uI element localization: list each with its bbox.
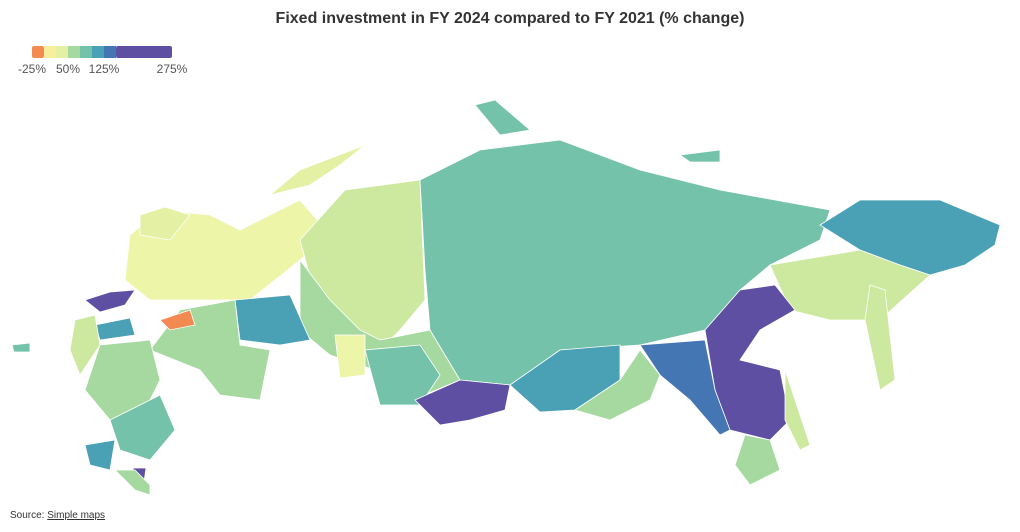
region [419, 139, 831, 386]
region [149, 299, 271, 401]
region [574, 349, 661, 421]
region [269, 144, 366, 196]
legend: -25% 50% 125% 275% [18, 46, 188, 76]
region [769, 249, 931, 321]
legend-tick-label: -25% [18, 62, 46, 76]
legend-swatch [80, 46, 92, 58]
legend-tick-label: 275% [157, 62, 188, 76]
region [11, 342, 31, 353]
region [784, 369, 811, 451]
region [334, 334, 366, 379]
legend-swatch [104, 46, 116, 58]
region [132, 467, 147, 483]
source: Source: Simple maps [10, 510, 105, 521]
legend-swatch [56, 46, 68, 58]
legend-swatch [92, 46, 104, 58]
region [474, 99, 531, 136]
region [94, 317, 136, 341]
region [639, 339, 731, 436]
legend-tick-label: 50% [56, 62, 80, 76]
region [819, 199, 1001, 276]
legend-tick-label: 125% [89, 62, 120, 76]
region [678, 149, 721, 163]
region [414, 379, 511, 426]
region [234, 294, 311, 346]
legend-swatch [32, 46, 44, 58]
legend-swatch [68, 46, 80, 58]
source-link[interactable]: Simple maps [47, 510, 106, 521]
title: Fixed investment in FY 2024 compared to … [275, 10, 745, 27]
region [109, 394, 176, 461]
legend-swatch [116, 46, 172, 58]
region [124, 199, 331, 301]
region [69, 314, 101, 376]
region [299, 258, 461, 406]
region [114, 469, 151, 496]
legend-swatch [44, 46, 56, 58]
region [704, 284, 796, 441]
region [84, 289, 136, 313]
region [139, 206, 191, 241]
region [84, 439, 116, 471]
source-label: Source: [10, 510, 45, 521]
region [84, 339, 161, 421]
region [159, 309, 196, 331]
region [864, 284, 896, 391]
region [734, 434, 781, 486]
region [299, 179, 426, 361]
region [364, 344, 441, 406]
region [509, 344, 621, 413]
